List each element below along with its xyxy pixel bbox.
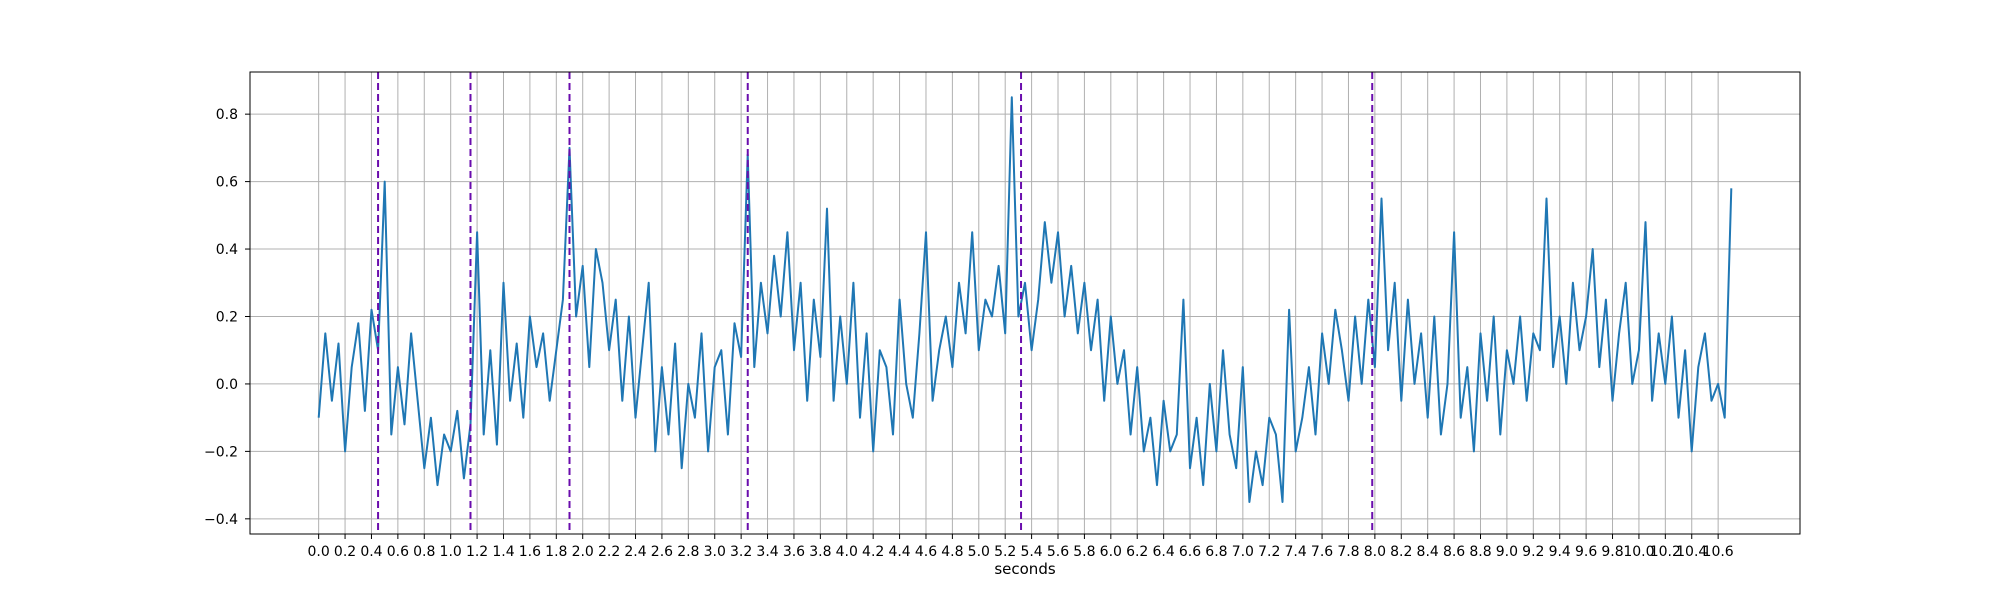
- x-tick-label: 1.2: [466, 544, 488, 560]
- x-tick-label: 2.6: [651, 544, 673, 560]
- x-tick-label: 2.0: [572, 544, 594, 560]
- x-tick-label: 7.2: [1258, 544, 1280, 560]
- x-tick-label: 9.0: [1496, 544, 1518, 560]
- x-tick-label: 4.2: [862, 544, 884, 560]
- x-tick-label: 1.8: [545, 544, 567, 560]
- x-tick-label: 6.4: [1152, 544, 1174, 560]
- x-tick-label: 1.4: [492, 544, 514, 560]
- x-tick-label: 6.8: [1205, 544, 1227, 560]
- x-tick-label: 0.6: [387, 544, 409, 560]
- x-tick-label: 4.0: [836, 544, 858, 560]
- x-tick-label: 0.0: [308, 544, 330, 560]
- x-tick-label: 10.2: [1650, 544, 1681, 560]
- x-tick-label: 3.4: [756, 544, 778, 560]
- x-tick-label: 3.8: [809, 544, 831, 560]
- signal-line: [317, 96, 1733, 503]
- x-tick-label: 0.2: [334, 544, 356, 560]
- x-tick-label: 5.8: [1073, 544, 1095, 560]
- x-tick-label: 2.2: [598, 544, 620, 560]
- y-tick-label: −0.2: [204, 444, 238, 460]
- x-tick-label: 5.2: [994, 544, 1016, 560]
- x-tick-label: 9.8: [1601, 544, 1623, 560]
- y-tick-label: 0.4: [216, 242, 238, 258]
- x-tick-label: 2.4: [624, 544, 646, 560]
- x-tick-label: 7.6: [1311, 544, 1333, 560]
- event-markers: [377, 72, 1374, 534]
- x-tick-label: 3.6: [783, 544, 805, 560]
- x-tick-label: 1.0: [440, 544, 462, 560]
- x-tick-label: 6.6: [1179, 544, 1201, 560]
- x-tick-label: 4.8: [941, 544, 963, 560]
- x-axis-ticks: 0.0 0.2 0.4 0.6 0.8 1.0 1.2 1.4 1.6 1.8 2.0 2.2 2.4 2…: [308, 534, 1734, 560]
- x-axis-label: seconds: [994, 560, 1055, 578]
- x-tick-label: 8.8: [1469, 544, 1491, 560]
- x-tick-label: 6.0: [1100, 544, 1122, 560]
- x-tick-label: 9.2: [1522, 544, 1544, 560]
- x-tick-label: 9.6: [1575, 544, 1597, 560]
- x-tick-label: 8.2: [1390, 544, 1412, 560]
- x-tick-label: 9.4: [1549, 544, 1571, 560]
- grid: [250, 72, 1800, 534]
- x-tick-label: 10.6: [1703, 544, 1734, 560]
- x-tick-label: 2.8: [677, 544, 699, 560]
- y-tick-label: 0.0: [216, 377, 238, 393]
- x-tick-label: 3.0: [704, 544, 726, 560]
- plot-frame: [249, 71, 1801, 535]
- x-tick-label: 3.2: [730, 544, 752, 560]
- x-tick-label: 4.6: [915, 544, 937, 560]
- x-tick-label: 10.0: [1623, 544, 1654, 560]
- series-layer: [317, 96, 1733, 503]
- x-tick-label: 7.0: [1232, 544, 1254, 560]
- x-tick-label: 5.6: [1047, 544, 1069, 560]
- y-tick-label: 0.6: [216, 175, 238, 191]
- x-tick-label: 1.6: [519, 544, 541, 560]
- x-tick-label: 6.2: [1126, 544, 1148, 560]
- y-axis-ticks: −0.4 −0.2 0.0 0.2 0.4 0.6 0.8: [204, 107, 250, 528]
- x-tick-label: 5.0: [968, 544, 990, 560]
- y-tick-label: 0.2: [216, 309, 238, 325]
- x-tick-label: 8.4: [1417, 544, 1439, 560]
- x-tick-label: 7.8: [1337, 544, 1359, 560]
- y-tick-label: 0.8: [216, 107, 238, 123]
- x-tick-label: 7.4: [1285, 544, 1307, 560]
- x-tick-label: 0.4: [360, 544, 382, 560]
- y-tick-label: −0.4: [204, 512, 238, 528]
- x-tick-label: 4.4: [888, 544, 910, 560]
- x-tick-label: 8.6: [1443, 544, 1465, 560]
- x-tick-label: 0.8: [413, 544, 435, 560]
- x-tick-label: 10.4: [1676, 544, 1707, 560]
- x-tick-label: 8.0: [1364, 544, 1386, 560]
- x-tick-label: 5.4: [1020, 544, 1042, 560]
